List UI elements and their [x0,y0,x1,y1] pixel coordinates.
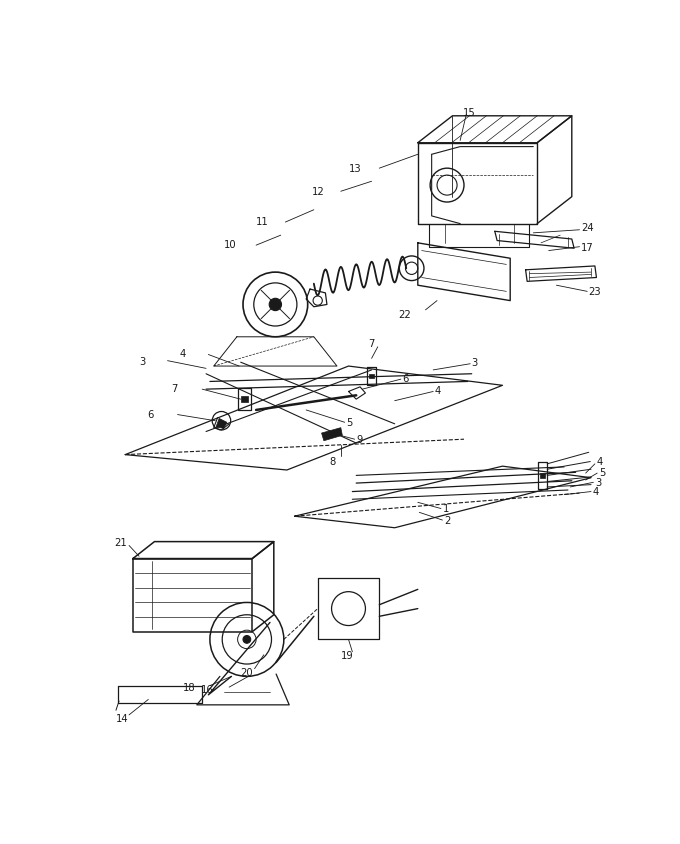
Text: 3: 3 [139,356,146,366]
Text: 15: 15 [462,108,475,118]
Text: 2: 2 [444,516,450,526]
Text: 5: 5 [599,467,605,477]
Polygon shape [216,419,227,429]
Polygon shape [540,473,545,479]
Text: 21: 21 [114,538,127,548]
Text: 10: 10 [224,240,237,249]
Text: 19: 19 [341,650,354,660]
Text: 5: 5 [346,418,352,428]
Text: 7: 7 [171,384,177,394]
Text: 1: 1 [443,504,449,514]
Text: 9: 9 [356,435,362,445]
Text: 4: 4 [179,349,186,359]
Text: 4: 4 [592,486,599,496]
Text: 6: 6 [403,373,409,383]
Text: 11: 11 [256,216,269,226]
Polygon shape [322,428,342,441]
Text: 12: 12 [311,187,324,197]
Text: 24: 24 [581,223,594,233]
Text: 23: 23 [589,286,601,296]
Circle shape [243,636,251,643]
Text: 20: 20 [241,667,254,677]
Circle shape [269,299,282,311]
Text: 4: 4 [596,457,602,466]
Text: 3: 3 [472,358,478,368]
Text: 4: 4 [435,386,441,396]
Text: 17: 17 [581,242,594,252]
Text: 22: 22 [398,310,411,320]
Text: 18: 18 [183,682,196,692]
Text: 13: 13 [348,164,361,174]
Polygon shape [241,397,248,403]
Text: 7: 7 [368,338,374,349]
Text: 6: 6 [147,409,153,419]
Text: 14: 14 [116,713,129,723]
Text: 8: 8 [329,457,335,466]
Polygon shape [369,374,374,379]
Text: 16: 16 [201,684,214,695]
Text: 3: 3 [595,477,601,487]
